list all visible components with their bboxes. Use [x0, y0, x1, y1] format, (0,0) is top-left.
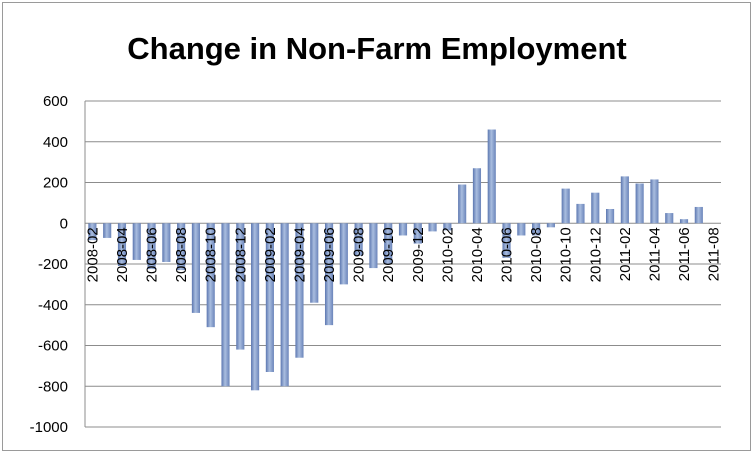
- bar: [591, 192, 600, 224]
- bar: [280, 223, 289, 387]
- bar: [694, 206, 703, 224]
- x-tick-label: 2011-08: [706, 227, 723, 281]
- chart-svg: Change in Non-Farm Employment 600 400 200 0…: [30, 31, 723, 436]
- bar: [132, 223, 141, 260]
- x-tick-label: 2008-04: [114, 227, 131, 282]
- x-tick-label: 2009-12: [410, 227, 427, 282]
- x-tick-label: 2011-06: [676, 227, 693, 281]
- y-tick-label: 400: [43, 134, 68, 151]
- y-tick-labels: 600 400 200 0 -200 -400 -600 -800 -1000: [30, 93, 68, 436]
- bar: [679, 219, 689, 224]
- y-tick-label: 0: [60, 215, 68, 232]
- x-tick-label: 2009-06: [321, 227, 338, 282]
- bar: [576, 203, 585, 224]
- y-tick-label: -800: [38, 378, 68, 395]
- y-tick-label: -1000: [30, 419, 68, 436]
- bar: [265, 223, 274, 372]
- bar: [561, 188, 570, 224]
- bar: [517, 223, 526, 236]
- x-tick-labels: 2008-02 2008-04 2008-06 2008-08 2008-10 2008-…: [84, 227, 722, 282]
- x-tick-label: 2008-02: [84, 227, 101, 282]
- bar: [88, 223, 97, 241]
- x-tick-label: 2008-12: [232, 227, 249, 282]
- chart-frame: Change in Non-Farm Employment 600 400 200 0…: [2, 2, 751, 451]
- bar: [487, 129, 496, 224]
- bar: [413, 223, 422, 244]
- x-tick-label: 2009-02: [262, 227, 279, 282]
- chart-title: Change in Non-Farm Employment: [127, 31, 626, 66]
- bar: [650, 179, 659, 224]
- bar: [472, 168, 482, 224]
- x-tick-label: 2011-02: [617, 227, 634, 281]
- x-tick-label: 2010-06: [499, 227, 516, 282]
- bar: [310, 223, 319, 303]
- bar: [339, 223, 348, 285]
- x-tick-label: 2008-06: [144, 227, 161, 282]
- x-tick-label: 2008-10: [203, 227, 220, 282]
- bar: [546, 223, 555, 228]
- bar: [458, 184, 467, 224]
- bar: [236, 223, 245, 350]
- bar: [177, 223, 186, 271]
- bar: [620, 176, 629, 224]
- y-tick-label: -600: [38, 338, 68, 355]
- bar: [369, 223, 378, 269]
- bar: [251, 223, 260, 391]
- x-tick-label: 2009-10: [380, 227, 397, 282]
- bar: [147, 223, 156, 270]
- x-tick-label: 2009-04: [291, 227, 308, 282]
- y-tick-label: 600: [43, 93, 68, 110]
- bar: [502, 223, 511, 258]
- bar: [532, 223, 541, 236]
- bar: [398, 223, 408, 236]
- x-tick-label: 2010-08: [528, 227, 545, 282]
- bar: [443, 223, 452, 231]
- bar: [635, 183, 644, 224]
- bar: [324, 223, 334, 326]
- bar: [354, 223, 363, 256]
- y-tick-label: 200: [43, 175, 68, 192]
- y-tick-label: -200: [38, 256, 68, 273]
- y-tick-label: -400: [38, 297, 68, 314]
- bar: [221, 223, 230, 387]
- bar: [428, 223, 437, 232]
- bar: [295, 223, 304, 358]
- x-tick-label: 2010-02: [439, 227, 456, 282]
- bar: [665, 213, 674, 224]
- x-tick-label: 2009-08: [351, 227, 368, 282]
- grid-layer: [85, 100, 721, 428]
- bar: [162, 223, 171, 262]
- bar: [606, 208, 615, 224]
- x-tick-label: 2008-08: [173, 227, 190, 282]
- x-tick-label: 2010-10: [558, 227, 575, 282]
- x-tick-label: 2010-12: [587, 227, 604, 282]
- bar: [384, 223, 393, 264]
- x-tick-label: 2011-04: [646, 227, 663, 281]
- bar: [206, 223, 215, 328]
- bars-layer: [88, 129, 703, 391]
- bar: [103, 223, 112, 238]
- x-tick-label: 2010-04: [469, 227, 486, 282]
- bar: [191, 223, 200, 313]
- bar: [117, 223, 127, 267]
